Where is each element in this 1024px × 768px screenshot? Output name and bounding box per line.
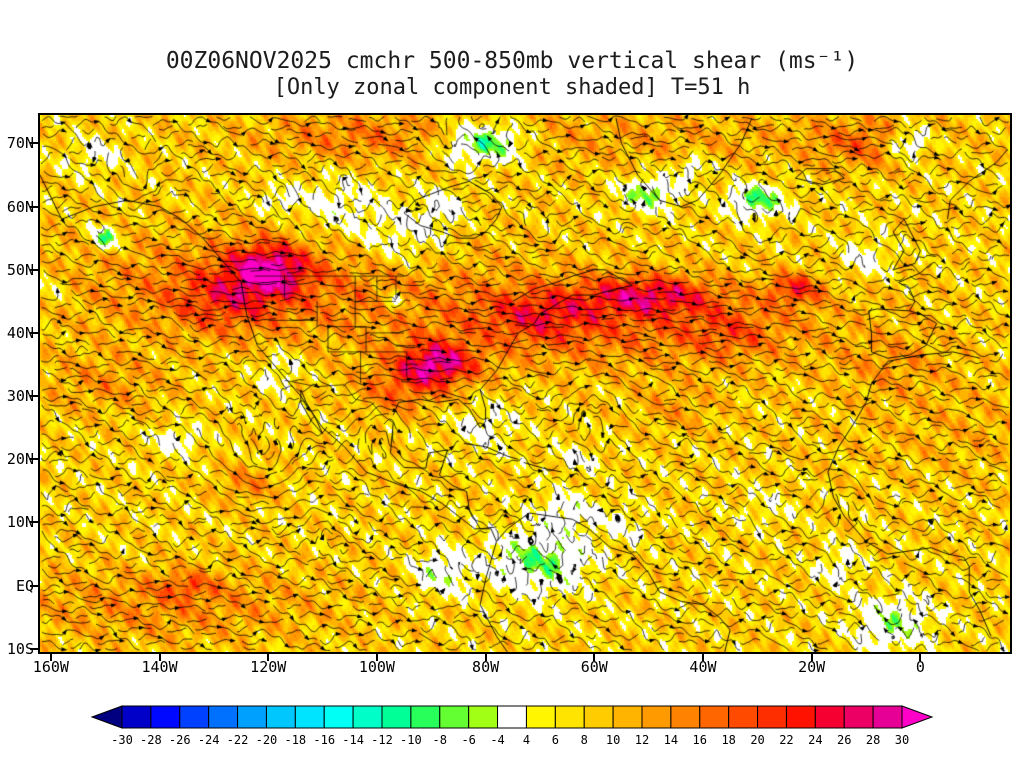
- colorbar-tick-label: 12: [635, 733, 649, 747]
- colorbar-cell: [583, 705, 614, 729]
- y-axis-tick-mark: [30, 584, 38, 587]
- y-axis-tick-mark: [30, 647, 38, 650]
- y-axis-tick-label: 20N: [6, 450, 34, 469]
- x-axis-tick-mark: [701, 654, 704, 661]
- colorbar-tick-label: 20: [750, 733, 764, 747]
- colorbar-tick-label: 28: [866, 733, 880, 747]
- x-axis-tick-label: 140W: [141, 658, 178, 676]
- y-axis-tick-mark: [30, 458, 38, 461]
- x-axis-tick-label: 160W: [32, 658, 69, 676]
- colorbar-tick-label: -26: [169, 733, 191, 747]
- colorbar-cell: [814, 705, 845, 729]
- colorbar-cell: [554, 705, 585, 729]
- colorbar-cell: [468, 705, 499, 729]
- colorbar-cell: [757, 705, 787, 729]
- colorbar-tick-label: 10: [606, 733, 620, 747]
- y-axis-tick-label: 10S: [6, 639, 34, 658]
- chart-title: 00Z06NOV2025 cmchr 500-850mb vertical sh…: [165, 48, 859, 74]
- y-axis-tick-label: 70N: [6, 134, 34, 153]
- colorbar-left-arrow: [90, 705, 123, 729]
- x-axis-tick-mark: [267, 654, 270, 661]
- colorbar-tick-label: 30: [895, 733, 909, 747]
- colorbar-cell: [872, 705, 903, 729]
- colorbar-cell: [237, 705, 267, 729]
- x-axis-tick-mark: [919, 654, 922, 661]
- colorbar-cell: [439, 705, 470, 729]
- colorbar-tick-label: -16: [313, 733, 335, 747]
- colorbar: -30 -28 -26 -24 -22 -20 -18 -16 -14 -12 -10 -8 -6 -4 4…: [90, 705, 934, 747]
- colorbar-cell: [525, 705, 556, 729]
- colorbar-cell: [785, 705, 816, 729]
- colorbar-tick-label: -12: [371, 733, 393, 747]
- y-axis-tick-mark: [30, 205, 38, 208]
- colorbar-cell: [670, 705, 701, 729]
- colorbar-tick-label: 24: [808, 733, 822, 747]
- colorbar-cell: [208, 705, 239, 729]
- y-axis-tick-label: 10N: [6, 513, 34, 532]
- x-axis-tick-mark: [484, 654, 487, 661]
- x-axis-tick-label: 80W: [472, 658, 500, 676]
- colorbar-tick-label: -10: [400, 733, 422, 747]
- x-axis-tick-mark: [810, 654, 813, 661]
- colorbar-right-arrow: [901, 705, 934, 729]
- y-axis-tick-label: 60N: [6, 197, 34, 216]
- map-plot-frame: [38, 113, 1012, 654]
- colorbar-cell: [497, 705, 527, 729]
- colorbar-tick-label: 8: [581, 733, 588, 747]
- y-axis-tick-label: 30N: [6, 387, 34, 406]
- colorbar-tick-label: -4: [490, 733, 504, 747]
- colorbar-tick-label: -22: [227, 733, 249, 747]
- colorbar-tick-label: -6: [461, 733, 475, 747]
- y-axis-tick-label: 40N: [6, 323, 34, 342]
- colorbar-tick-label: 16: [693, 733, 707, 747]
- colorbar-tick-label: 4: [523, 733, 530, 747]
- y-axis-tick-mark: [30, 395, 38, 398]
- colorbar-tick-label: 6: [552, 733, 559, 747]
- colorbar-tick-label: 18: [721, 733, 735, 747]
- colorbar-cell: [381, 705, 412, 729]
- colorbar-cell: [410, 705, 441, 729]
- colorbar-tick-label: 14: [664, 733, 678, 747]
- chart-subtitle: [Only zonal component shaded] T=51 h: [273, 75, 751, 100]
- colorbar-cell: [150, 705, 181, 729]
- colorbar-cell: [641, 705, 672, 729]
- y-axis-tick-mark: [30, 521, 38, 524]
- colorbar-tick-label: -14: [342, 733, 364, 747]
- colorbar-cell: [352, 705, 383, 729]
- colorbar-tick-label: -28: [140, 733, 162, 747]
- streamline-shear-map-canvas: [40, 115, 1010, 652]
- colorbar-cell: [294, 705, 325, 729]
- x-axis-tick-label: 40W: [689, 658, 717, 676]
- colorbar-tick-label: 26: [837, 733, 851, 747]
- colorbar-cell: [121, 705, 152, 729]
- colorbar-tick-label: -8: [433, 733, 447, 747]
- y-axis-tick-label: 50N: [6, 260, 34, 279]
- x-axis-tick-label: 60W: [580, 658, 608, 676]
- x-axis-tick-label: 120W: [250, 658, 287, 676]
- y-axis-tick-label: EQ: [15, 576, 34, 595]
- y-axis-tick-mark: [30, 331, 38, 334]
- y-axis-tick-mark: [30, 268, 38, 271]
- x-axis-tick-mark: [593, 654, 596, 661]
- colorbar-tick-label: -20: [256, 733, 278, 747]
- colorbar-cell: [612, 705, 643, 729]
- x-axis-tick-mark: [158, 654, 161, 661]
- x-axis-tick-label: 100W: [358, 658, 395, 676]
- y-axis-tick-mark: [30, 142, 38, 145]
- colorbar-cell: [699, 705, 730, 729]
- colorbar-cell: [728, 705, 759, 729]
- colorbar-tick-label: -18: [284, 733, 306, 747]
- colorbar-cell: [265, 705, 296, 729]
- colorbar-tick-label: -24: [198, 733, 220, 747]
- colorbar-cell: [843, 705, 874, 729]
- x-axis-tick-mark: [49, 654, 52, 661]
- x-axis-tick-label: 0: [915, 658, 925, 676]
- colorbar-cell: [323, 705, 354, 729]
- colorbar-tick-label: -30: [111, 733, 133, 747]
- colorbar-tick-label: 22: [779, 733, 793, 747]
- colorbar-cell: [179, 705, 210, 729]
- x-axis-tick-mark: [375, 654, 378, 661]
- title-block: 00Z06NOV2025 cmchr 500-850mb vertical sh…: [0, 48, 1024, 101]
- x-axis-tick-label: 20W: [798, 658, 826, 676]
